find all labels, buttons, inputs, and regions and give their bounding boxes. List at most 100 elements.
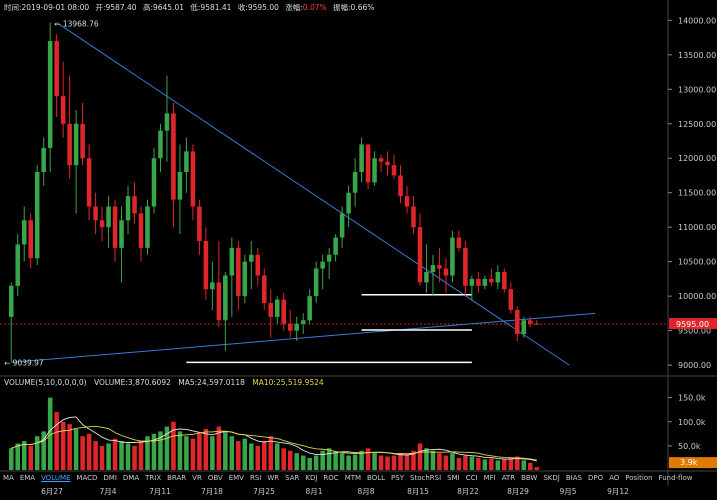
candle-body [333,237,338,255]
current-volume-label: 3.9k [680,458,698,467]
candle-body [443,268,449,276]
volume-bar [274,443,280,470]
candle-body [385,161,390,166]
tab-smi[interactable]: SMI [447,474,460,482]
tab-mfi[interactable]: MFI [483,474,496,482]
tab-ema[interactable]: EMA [19,474,36,482]
x-axis-label: 8月22 [457,487,479,496]
tab-roc[interactable]: ROC [323,474,339,482]
tab-fund-flow[interactable]: Fund-flow [658,474,693,482]
tab-ao[interactable]: AO [609,474,620,482]
volume-indicator[interactable]: VOLUME(5,10,0,0,0,0) [4,378,87,387]
candle-body [339,213,345,238]
candle-body [300,320,306,324]
x-axis-label: 6月27 [41,487,63,496]
volume-bar [352,454,358,470]
candle-body [274,299,280,317]
volume-bar [281,448,287,470]
tab-atr[interactable]: ATR [501,474,516,482]
candle-body [112,206,118,248]
volume-bar [430,450,436,470]
tab-mtm[interactable]: MTM [344,474,362,482]
volume-bar [112,438,118,470]
volume-bar [34,436,40,470]
volume-bar [424,448,429,470]
tab-skdj[interactable]: SKDJ [543,474,560,482]
tab-brar[interactable]: BRAR [167,474,187,482]
tab-dma[interactable]: DMA [122,474,140,482]
tab-bias[interactable]: BIAS [565,474,582,482]
candle-body [255,254,261,276]
volume-bar [223,431,228,470]
tab-stochrsi[interactable]: StochRSI [410,474,442,482]
volume-bar [515,456,520,470]
volume-bar [534,467,540,470]
volume-bar [236,441,241,470]
volume-bar [8,448,14,470]
tab-ma[interactable]: MA [3,474,14,482]
tab-boll[interactable]: BOLL [367,474,386,482]
volume-tick-label: 150.0k [678,394,706,403]
candle-body [359,144,364,173]
candle-body [73,123,79,166]
volume-bar [417,443,423,470]
tab-psy[interactable]: PSY [391,474,404,482]
candle-body [502,272,507,290]
volume-bar [313,455,319,470]
x-axis-label: 8月1 [305,487,322,496]
volume-bar [60,421,66,470]
tab-sar[interactable]: SAR [285,474,300,482]
tab-volume[interactable]: VOLUME [41,474,71,482]
volume-bar [365,448,371,470]
volume-bar [476,457,481,470]
candle-body [34,172,40,259]
candle-body [47,41,53,148]
x-axis-label: 7月11 [149,487,171,496]
tab-bbw[interactable]: BBW [521,474,538,482]
tab-dmi[interactable]: DMI [103,474,117,482]
tab-obv[interactable]: OBV [207,474,223,482]
candle-body [268,303,274,317]
candle-body [456,237,462,248]
tab-position[interactable]: Position [625,474,653,482]
volume-bar [326,448,332,470]
tab-cci[interactable]: CCI [465,474,478,482]
candle-body [450,237,455,276]
volume-bar [216,426,222,470]
current-volume-badge [669,457,717,469]
current-price-label: 9595.00 [676,320,709,329]
candle-body [171,113,176,200]
volume-bar [359,450,364,470]
tab-vr[interactable]: VR [192,474,202,482]
volume-bar [294,453,299,470]
volume-bar [86,433,92,470]
x-axis-label: 8月15 [407,487,429,496]
volume-bar [73,429,79,470]
candle-body [527,320,533,324]
volume-bar [346,455,351,470]
tab-dpo[interactable]: DPO [587,474,604,482]
tab-emv[interactable]: EMV [228,474,244,482]
tab-kdj[interactable]: KDJ [305,474,318,482]
candle-body [236,247,241,297]
candle-body [281,299,287,324]
volume-bar [339,453,345,470]
volume-bar [138,441,144,470]
tab-macd[interactable]: MACD [76,474,98,482]
volume-bar [21,441,27,470]
candle-body [190,151,196,207]
candle-body [495,272,501,283]
tab-rsi[interactable]: RSI [249,474,262,482]
volume-bar [489,458,494,470]
volume-bar [197,433,202,470]
volume-bar [229,436,235,470]
volume-bar [47,397,53,470]
volume-bar [482,459,488,470]
tab-wr[interactable]: WR [267,474,280,482]
candle-body [54,41,59,97]
volume-bar [249,443,254,470]
volume-bar [151,433,157,470]
tab-trix[interactable]: TRIX [145,474,162,482]
candle-body [261,275,267,304]
